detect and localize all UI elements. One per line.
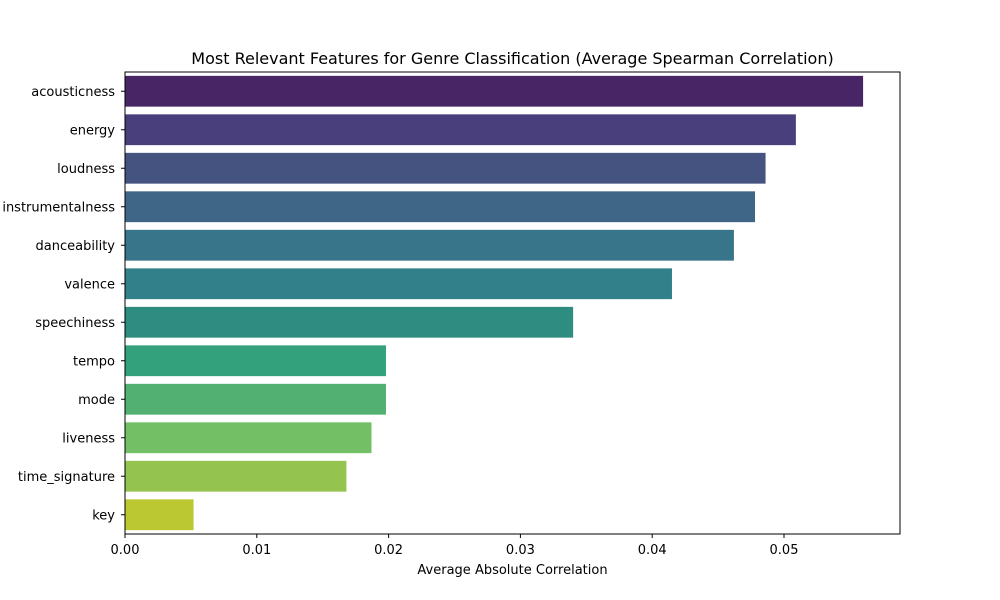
bar-key	[125, 499, 194, 531]
bar-energy	[125, 114, 796, 146]
y-tick-label: time_signature	[18, 470, 115, 485]
y-tick-label: tempo	[73, 354, 115, 369]
y-tick-label: loudness	[57, 162, 115, 177]
y-tick-label: liveness	[62, 431, 115, 446]
x-tick-label: 0.01	[242, 543, 271, 558]
bar-danceability	[125, 229, 734, 261]
x-axis: 0.00 0.01 0.02 0.03 0.04 0.05	[111, 534, 799, 558]
bars-group	[125, 75, 864, 531]
bar-loudness	[125, 152, 766, 184]
plot-frame	[124, 71, 901, 535]
x-tick-label: 0.04	[638, 543, 667, 558]
bar-mode	[125, 383, 386, 415]
bar-speechiness	[125, 306, 574, 338]
y-tick-label: speechiness	[35, 316, 115, 331]
bar-liveness	[125, 422, 372, 454]
y-tick-label: energy	[70, 123, 116, 138]
x-tick-label: 0.00	[111, 543, 140, 558]
y-tick-label: valence	[64, 277, 115, 292]
y-tick-label: acousticness	[31, 85, 115, 100]
bar-acousticness	[125, 75, 864, 107]
x-tick-label: 0.03	[506, 543, 535, 558]
x-tick-label: 0.05	[770, 543, 799, 558]
y-axis: acousticness energy loudness instrumentalne…	[2, 85, 125, 523]
x-axis-label: Average Absolute Correlation	[417, 563, 607, 578]
chart-title: Most Relevant Features for Genre Classif…	[191, 49, 833, 68]
y-tick-label: instrumentalness	[2, 200, 115, 215]
bar-instrumentalness	[125, 191, 756, 223]
y-tick-label: danceability	[36, 239, 116, 254]
bar-tempo	[125, 345, 386, 377]
x-tick-label: 0.02	[374, 543, 403, 558]
y-tick-label: key	[92, 508, 115, 523]
bar-time-signature	[125, 460, 347, 492]
bar-valence	[125, 268, 672, 300]
y-tick-label: mode	[78, 393, 115, 408]
